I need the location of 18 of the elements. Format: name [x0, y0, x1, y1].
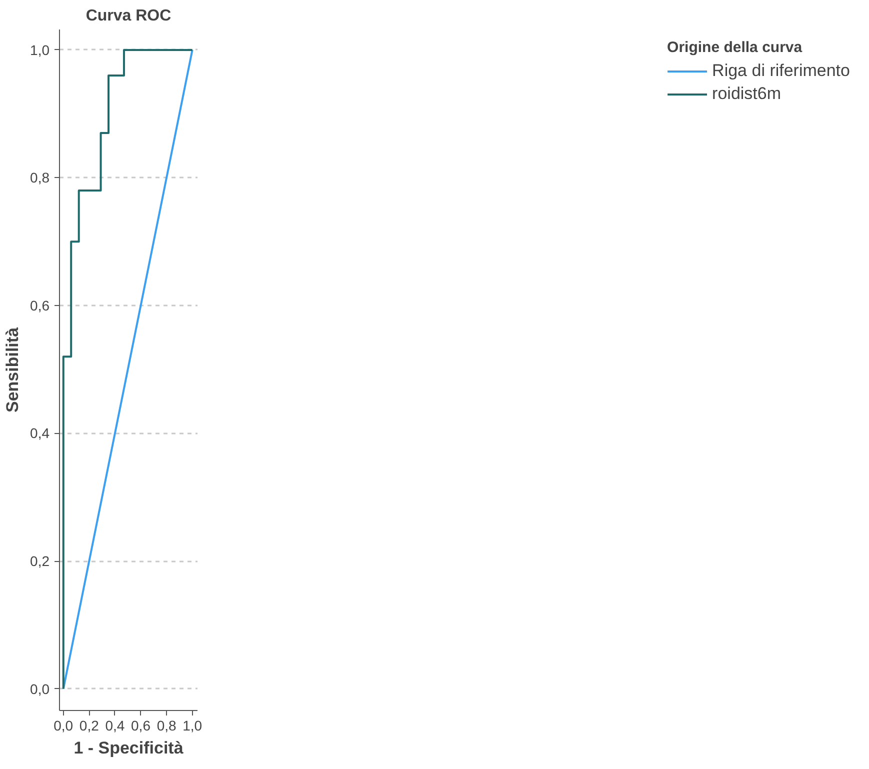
- x-tick-label: 1,0: [182, 718, 202, 734]
- legend-label: roidist6m: [712, 84, 782, 104]
- legend-label: Riga di riferimento: [712, 61, 850, 81]
- y-tick-label: 0,6: [30, 297, 50, 314]
- x-tick-label: 0,2: [79, 718, 100, 734]
- y-tick-label: 0,8: [30, 170, 50, 186]
- legend-title: Origine della curva: [667, 39, 804, 56]
- x-tick-label: 0,4: [105, 718, 125, 734]
- x-tick-label: 0,8: [156, 718, 176, 734]
- y-tick-label: 0,4: [30, 425, 50, 442]
- y-tick-label: 1,0: [30, 42, 50, 58]
- chart-title: Curva ROC: [86, 8, 172, 24]
- x-axis-title: 1 - Specificità: [74, 738, 184, 758]
- x-tick-label: 0,6: [131, 718, 151, 734]
- y-axis-title: Sensibilità: [3, 326, 22, 413]
- y-tick-label: 0,0: [30, 680, 50, 697]
- y-tick-label: 0,2: [30, 553, 50, 570]
- x-tick-label: 0,0: [54, 718, 74, 734]
